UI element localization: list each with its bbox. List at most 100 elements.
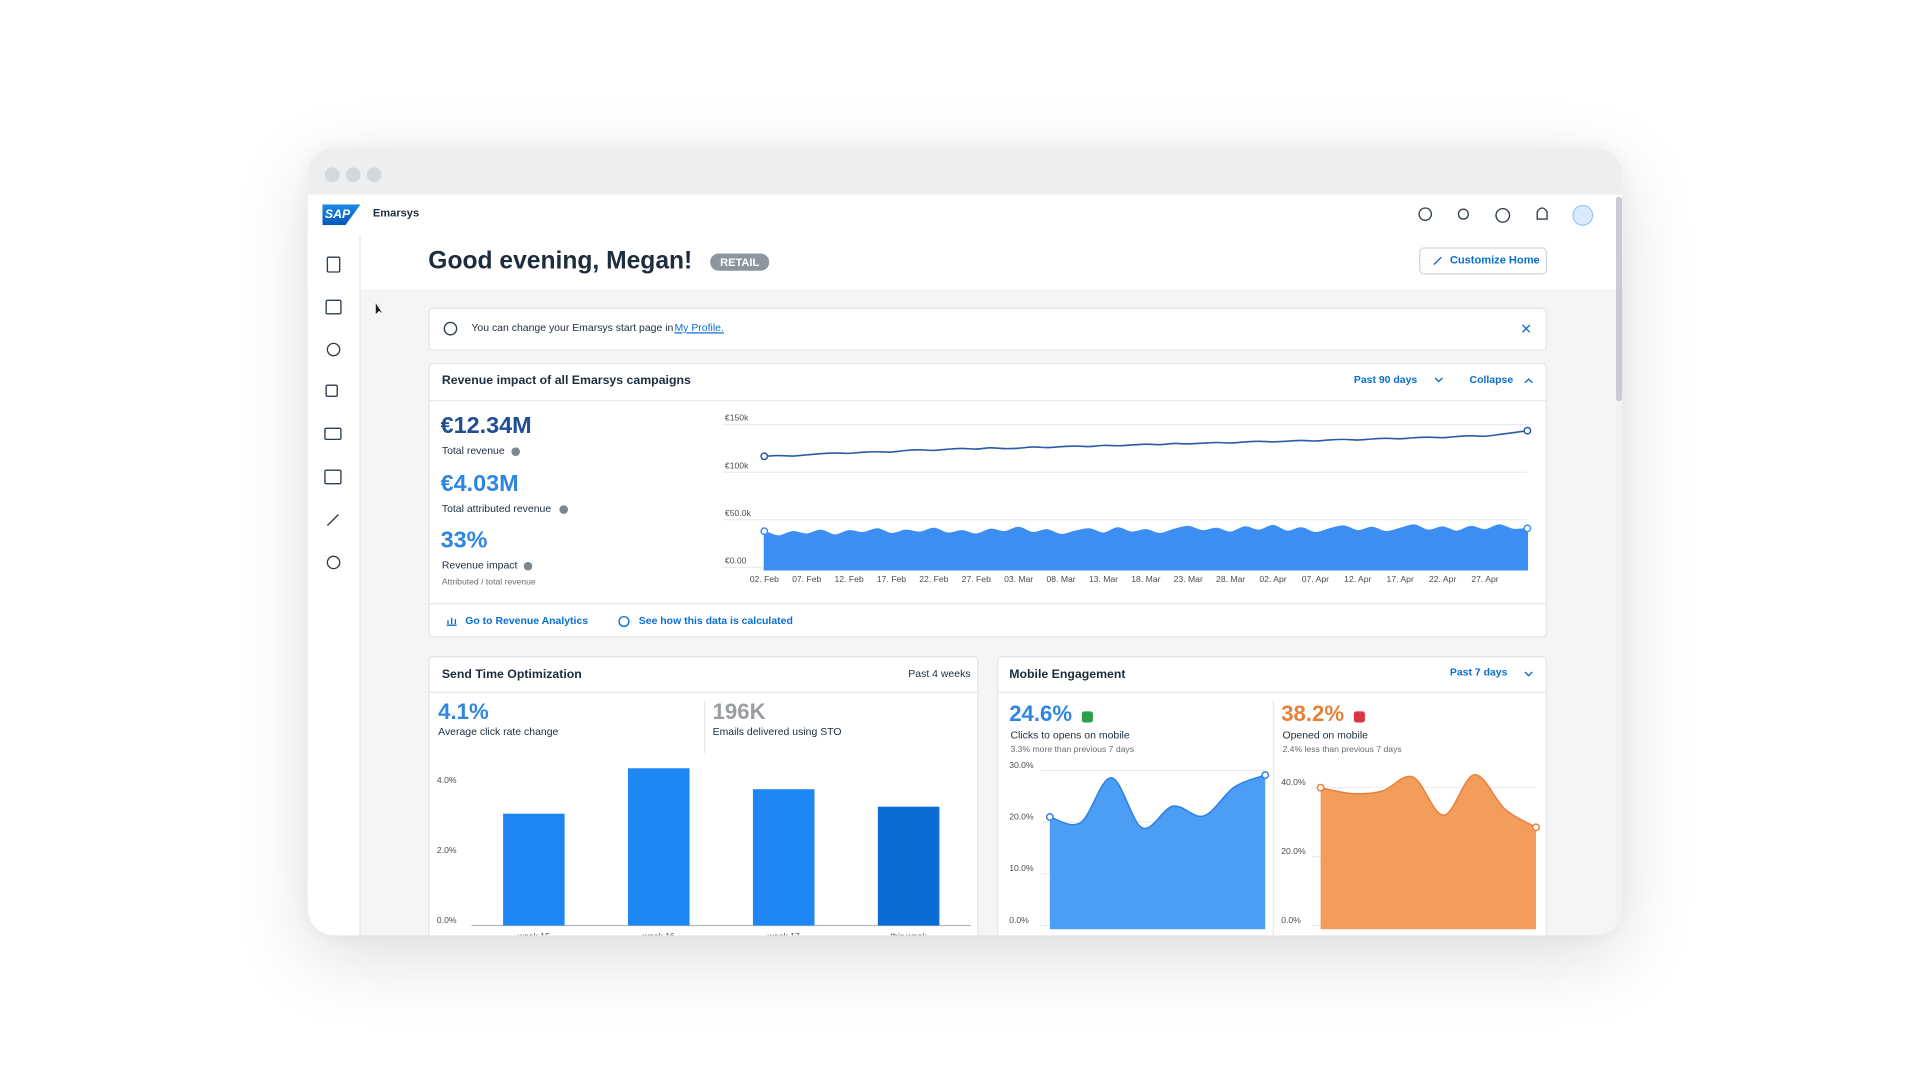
scrollbar [1615, 196, 1623, 936]
kpi-note: 3.3% more than previous 7 days [1010, 745, 1135, 755]
button-label: Customize Home [1449, 253, 1540, 266]
info-icon [443, 321, 458, 336]
notice-text: You can change your Emarsys start page i… [471, 321, 674, 334]
sidebar-icon[interactable] [326, 555, 341, 570]
kpi-note: Attributed / total revenue [441, 578, 536, 588]
card-title: Revenue impact of all Emarsys campaigns [441, 374, 691, 388]
close-icon[interactable] [1521, 324, 1531, 333]
sidebar-icon[interactable] [326, 256, 341, 273]
divider [1272, 701, 1274, 936]
x-tick-label: week 15 [517, 931, 550, 935]
notice-link[interactable]: My Profile. [674, 321, 724, 334]
bar [752, 789, 815, 926]
x-tick-label: this week [891, 931, 928, 935]
sidebar-icon[interactable] [325, 299, 342, 315]
end-marker [1523, 426, 1532, 435]
wrench-icon [1433, 256, 1442, 266]
kpi-value: 196K [712, 699, 766, 724]
kpi-label: Average click rate change [438, 724, 559, 738]
bar [877, 806, 940, 926]
kpi-value: 24.6% [1009, 701, 1073, 727]
x-tick-label: 03. Mar [1004, 574, 1033, 584]
kpi-note: 2.4% less than previous 7 days [1282, 745, 1402, 755]
window-dot[interactable] [366, 167, 382, 183]
y-tick-label: €100k [725, 460, 749, 470]
divider [429, 399, 1546, 402]
x-tick-label: 27. Feb [962, 574, 991, 584]
kpi-value: 38.2% [1281, 701, 1345, 727]
sidebar-icon[interactable] [326, 513, 339, 527]
y-tick-label: 0.0% [437, 915, 457, 925]
end-marker [760, 452, 769, 461]
help-icon[interactable] [1495, 207, 1511, 223]
search-icon[interactable] [1457, 208, 1469, 220]
bell-icon[interactable] [1536, 207, 1548, 220]
divider [429, 691, 978, 693]
card-title: Mobile Engagement [1009, 668, 1126, 682]
x-tick-label: 08. Mar [1046, 574, 1075, 584]
kpi-label: Total attributed revenue [441, 502, 552, 515]
bar [627, 768, 690, 926]
period-select[interactable]: Past 90 days [1353, 372, 1418, 386]
y-tick-label: 2.0% [437, 845, 457, 855]
notice-card [428, 307, 1548, 351]
x-tick-label: 07. Apr [1302, 574, 1329, 584]
sidebar-icon[interactable] [325, 384, 338, 397]
sidebar-icon[interactable] [326, 342, 341, 357]
window-dot[interactable] [324, 167, 340, 183]
help-icon[interactable] [511, 447, 520, 456]
chevron[interactable] [1434, 377, 1533, 677]
period-select[interactable]: Past 7 days [1449, 665, 1508, 679]
x-tick-label: 22. Apr [1429, 574, 1456, 584]
collapse-toggle[interactable]: Collapse [1469, 372, 1514, 386]
kpi-label: Revenue impact [441, 558, 518, 572]
area [1049, 775, 1266, 930]
end-marker [760, 527, 769, 536]
area [1320, 774, 1536, 930]
customize-button[interactable] [1419, 247, 1548, 275]
area [763, 524, 1528, 571]
sidebar [307, 236, 361, 936]
icons [324, 207, 1548, 677]
x-tick-label: week 16 [642, 931, 675, 935]
x-tick-label: 02. Apr [1259, 574, 1286, 584]
revenue-card [428, 363, 1548, 638]
x-tick-label: 12. Feb [834, 574, 863, 584]
trend-down-icon [1353, 711, 1365, 723]
sidebar-icon[interactable] [324, 427, 342, 441]
chart-icon [446, 617, 457, 626]
scroll-thumb[interactable] [1615, 196, 1623, 402]
browser-window: SAP Emarsys Good evening, Megan! RETAIL … [307, 147, 1623, 936]
x-tick-label: 27. Apr [1471, 574, 1498, 584]
top-icon[interactable] [1418, 207, 1433, 221]
product-name: Emarsys [372, 206, 420, 220]
header-bar [307, 194, 1623, 290]
avatar[interactable] [1572, 204, 1594, 226]
help-icon[interactable] [559, 505, 568, 514]
footer-link[interactable]: See how this data is calculated [638, 614, 793, 627]
stage: SAP Emarsys Good evening, Megan! RETAIL … [307, 147, 1623, 936]
badge: RETAIL [710, 253, 770, 271]
kpi-label: Emails delivered using STO [712, 724, 842, 738]
x-tick-label: 02. Feb [750, 574, 779, 584]
y-tick-label: 10.0% [1009, 863, 1034, 873]
divider [703, 701, 706, 754]
y-tick-label: 20.0% [1009, 812, 1034, 822]
x-tick-label: 22. Feb [919, 574, 948, 584]
kpi-label: Opened on mobile [1282, 728, 1368, 741]
y-tick-label: 30.0% [1009, 760, 1034, 770]
end-marker [1045, 813, 1054, 821]
sidebar-icon[interactable] [324, 469, 342, 485]
divider [998, 691, 1546, 693]
window-dot[interactable] [345, 167, 361, 183]
footer-link[interactable]: Go to Revenue Analytics [465, 614, 589, 627]
bar [503, 813, 565, 926]
kpi-label: Total revenue [441, 444, 505, 457]
x-tick-label: 17. Feb [877, 574, 906, 584]
trend-up-icon [1081, 711, 1093, 723]
help-icon[interactable] [523, 561, 533, 571]
help-dots [511, 447, 568, 571]
cursor [375, 302, 383, 316]
